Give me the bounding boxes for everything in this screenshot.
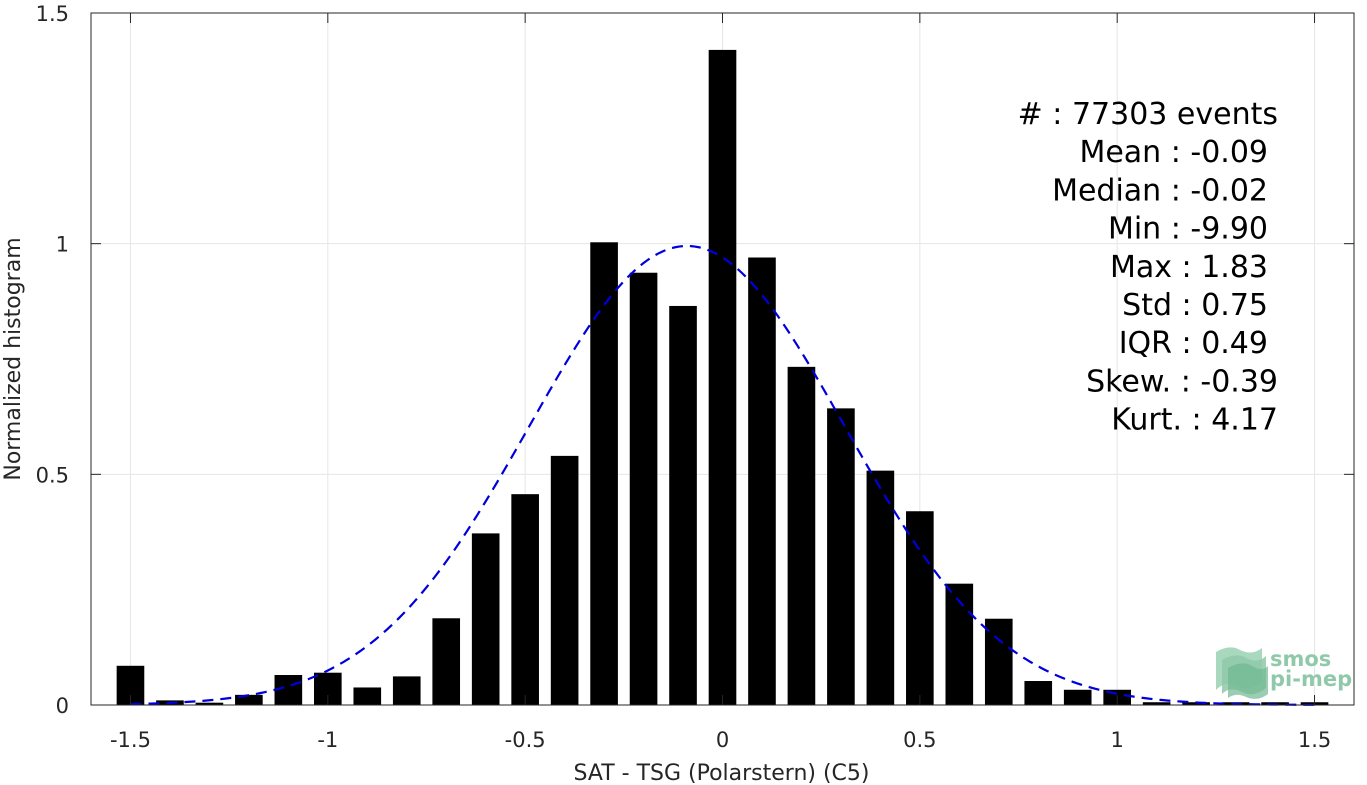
histogram-bar (669, 305, 697, 705)
stat-line: Mean : -0.09 (1079, 135, 1268, 170)
histogram-bar (787, 366, 816, 705)
histogram-bar (866, 470, 895, 705)
stat-line: Max : 1.83 (1110, 250, 1268, 285)
x-tick-label: 0 (716, 728, 729, 752)
y-tick-label: 1 (56, 233, 69, 257)
histogram-bar (906, 511, 934, 705)
x-tick-label: -1.5 (110, 728, 151, 752)
histogram-bar (274, 675, 303, 705)
x-tick-label: -0.5 (505, 728, 546, 752)
histogram-bar (195, 702, 224, 705)
x-tick-label: -1 (317, 728, 338, 752)
y-tick-label: 1.5 (36, 2, 69, 26)
histogram-bar (511, 494, 539, 705)
y-tick-label: 0.5 (36, 463, 69, 487)
logo-text-smos: smos (1270, 647, 1331, 671)
histogram-bar (1142, 702, 1171, 705)
stat-line: IQR : 0.49 (1119, 326, 1268, 361)
histogram-bar (590, 242, 618, 706)
x-tick-label: 0.5 (903, 728, 936, 752)
x-tick-label: 1.5 (1298, 728, 1331, 752)
stat-line: Skew. : -0.39 (1086, 364, 1278, 399)
histogram-bar (748, 257, 776, 705)
y-tick-labels: 0 0.5 1 1.5 (36, 2, 69, 718)
y-tick-label: 0 (56, 694, 69, 718)
smos-pi-mep-logo: smos pi-mep (1216, 647, 1352, 699)
histogram-bar (353, 687, 382, 705)
histogram-bar (708, 49, 737, 705)
stat-line: Kurt. : 4.17 (1111, 403, 1278, 438)
histogram-bar (984, 618, 1013, 705)
histogram-bar (550, 455, 579, 705)
histogram-bar (1063, 689, 1092, 705)
histogram-bar (432, 618, 461, 705)
gaussian-fit-curve (130, 244, 1315, 706)
stat-line: Median : -0.02 (1052, 173, 1268, 208)
histogram-bar (827, 408, 855, 705)
x-axis-label: SAT - TSG (Polarstern) (C5) (573, 761, 869, 785)
logo-waves-icon (1216, 647, 1268, 699)
y-axis-label: Normalized histogram (1, 237, 26, 480)
histogram-bar (235, 694, 263, 705)
histogram-bar (471, 533, 500, 705)
x-tick-label: 1 (1111, 728, 1124, 752)
histogram-bar (945, 583, 974, 705)
axis-ticks (91, 12, 1354, 706)
x-tick-labels: -1.5 -1 -0.5 0 0.5 1 1.5 (110, 728, 1331, 752)
histogram-bar (1182, 702, 1210, 705)
stat-line: # : 77303 events (1018, 97, 1278, 132)
stat-line: Min : -9.90 (1108, 212, 1268, 247)
stat-line: Std : 0.75 (1122, 288, 1268, 323)
histogram-bar (629, 272, 658, 705)
logo-text-pi-mep: pi-mep (1270, 667, 1352, 691)
histogram-bar (392, 676, 421, 705)
histogram-bar (1024, 681, 1053, 705)
